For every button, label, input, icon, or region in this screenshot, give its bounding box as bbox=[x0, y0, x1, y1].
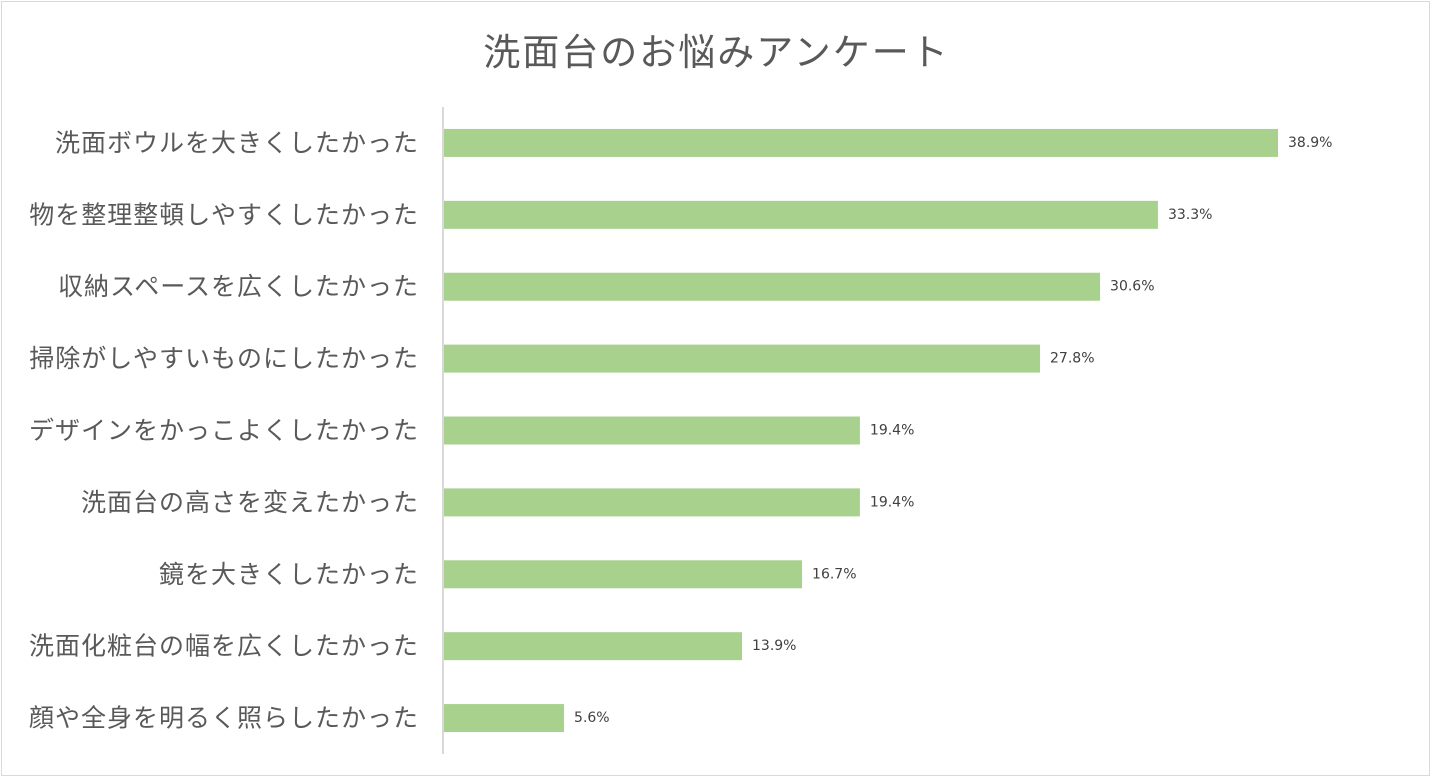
data-label: 30.6% bbox=[1110, 279, 1154, 295]
data-label: 38.9% bbox=[1288, 135, 1332, 151]
data-label: 19.4% bbox=[870, 494, 914, 510]
bar bbox=[444, 632, 743, 661]
chart-title: 洗面台のお悩みアンケート bbox=[483, 31, 950, 74]
category-tick-label: 鏡を大きくしたかった bbox=[159, 560, 419, 589]
data-label: 5.6% bbox=[574, 710, 610, 726]
bar bbox=[444, 344, 1041, 373]
category-tick-label: 収納スペースを広くしたかった bbox=[58, 272, 419, 301]
category-tick-label: 洗面ボウルを大きくしたかった bbox=[55, 128, 419, 157]
bar bbox=[444, 272, 1101, 301]
category-tick-label: 顔や全身を明るく照らしたかった bbox=[29, 704, 419, 733]
data-label: 16.7% bbox=[812, 566, 856, 582]
bar bbox=[444, 560, 803, 589]
bar bbox=[444, 704, 565, 733]
data-label: 27.8% bbox=[1050, 351, 1094, 367]
bar bbox=[444, 128, 1278, 157]
bar bbox=[444, 200, 1158, 229]
category-tick-label: 物を整理整頓しやすくしたかった bbox=[29, 200, 419, 229]
data-label: 33.3% bbox=[1168, 207, 1212, 223]
bar bbox=[444, 416, 860, 445]
category-tick-label: 掃除がしやすいものにしたかった bbox=[29, 344, 419, 373]
bar bbox=[444, 488, 860, 517]
data-label: 19.4% bbox=[870, 423, 914, 439]
category-tick-label: 洗面台の高さを変えたかった bbox=[81, 488, 419, 517]
category-tick-label: 洗面化粧台の幅を広くしたかった bbox=[29, 632, 419, 661]
category-tick-label: デザインをかっこよくしたかった bbox=[29, 416, 419, 445]
data-label: 13.9% bbox=[752, 638, 796, 654]
